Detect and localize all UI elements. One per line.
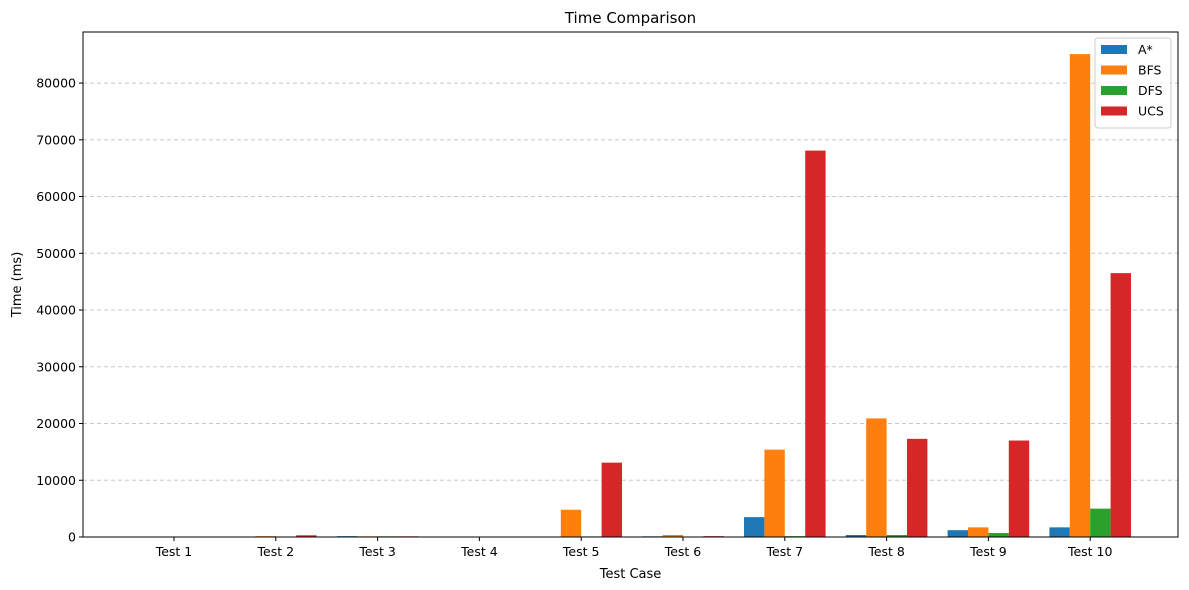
bar-bfs-9 <box>968 527 989 537</box>
y-tick-label: 80000 <box>36 76 76 91</box>
y-tick-label: 10000 <box>36 473 76 488</box>
x-tick-label: Test 4 <box>460 544 498 559</box>
legend-box <box>1094 37 1172 129</box>
bar-dfs-9 <box>988 533 1009 537</box>
y-tick-label: 30000 <box>36 359 76 374</box>
legend-swatch <box>1101 106 1127 116</box>
legend-label: DFS <box>1138 83 1163 98</box>
bar-dfs-10 <box>1090 508 1111 537</box>
legend-label: UCS <box>1138 104 1164 119</box>
bar-ucs-9 <box>1008 440 1030 537</box>
bar-a-10 <box>1049 527 1070 537</box>
y-tick-label: 60000 <box>36 189 76 204</box>
bar-bfs-6 <box>662 535 683 537</box>
bar-a-7 <box>744 517 765 537</box>
x-axis-label: Test Case <box>599 567 662 582</box>
legend-label: A* <box>1138 42 1153 57</box>
x-tick-label: Test 2 <box>257 544 295 559</box>
x-tick-label: Test 1 <box>155 544 193 559</box>
x-tick-label: Test 7 <box>766 544 804 559</box>
bar-ucs-8 <box>907 438 928 537</box>
y-tick-label: 70000 <box>36 132 76 147</box>
y-axis-label: Time (ms) <box>10 252 25 319</box>
y-tick-label: 20000 <box>36 416 76 431</box>
bar-bfs-10 <box>1069 54 1091 538</box>
bar-bfs-5 <box>560 509 582 537</box>
x-tick-label: Test 10 <box>1067 544 1113 559</box>
legend-label: BFS <box>1138 63 1162 78</box>
x-tick-label: Test 5 <box>562 544 600 559</box>
y-tick-label: 0 <box>68 530 76 545</box>
legend-swatch <box>1101 45 1127 54</box>
plot-frame <box>82 31 1179 538</box>
bar-a-9 <box>947 530 968 537</box>
bar-bfs-7 <box>764 449 785 537</box>
x-tick-label: Test 8 <box>867 544 905 559</box>
bar-ucs-5 <box>601 462 622 537</box>
bar-bfs-8 <box>866 418 887 537</box>
legend-swatch <box>1101 65 1127 75</box>
y-axis-ticks: 0 10000 20000 30000 40000 50000 60000 70000 8000… <box>36 76 83 545</box>
y-tick-label: 40000 <box>36 303 76 318</box>
bars <box>133 54 1131 538</box>
bar-ucs-7 <box>805 150 826 537</box>
x-axis-ticks: Test 1 Test 2 Test 3 Test 4 Test 5 Test 6 Test… <box>155 537 1113 559</box>
x-tick-label: Test 6 <box>664 544 702 559</box>
bar-dfs-8 <box>886 535 907 537</box>
bar-ucs-2 <box>296 535 317 537</box>
bar-ucs-10 <box>1110 273 1131 537</box>
chart-title: Time Comparison <box>564 9 696 27</box>
bar-a-8 <box>845 535 867 537</box>
gridlines <box>83 82 1178 481</box>
y-tick-label: 50000 <box>36 246 76 261</box>
legend: A* BFS DFS UCS <box>1094 37 1172 129</box>
x-tick-label: Test 3 <box>358 544 396 559</box>
legend-swatch <box>1101 86 1127 95</box>
x-tick-label: Test 9 <box>969 544 1007 559</box>
